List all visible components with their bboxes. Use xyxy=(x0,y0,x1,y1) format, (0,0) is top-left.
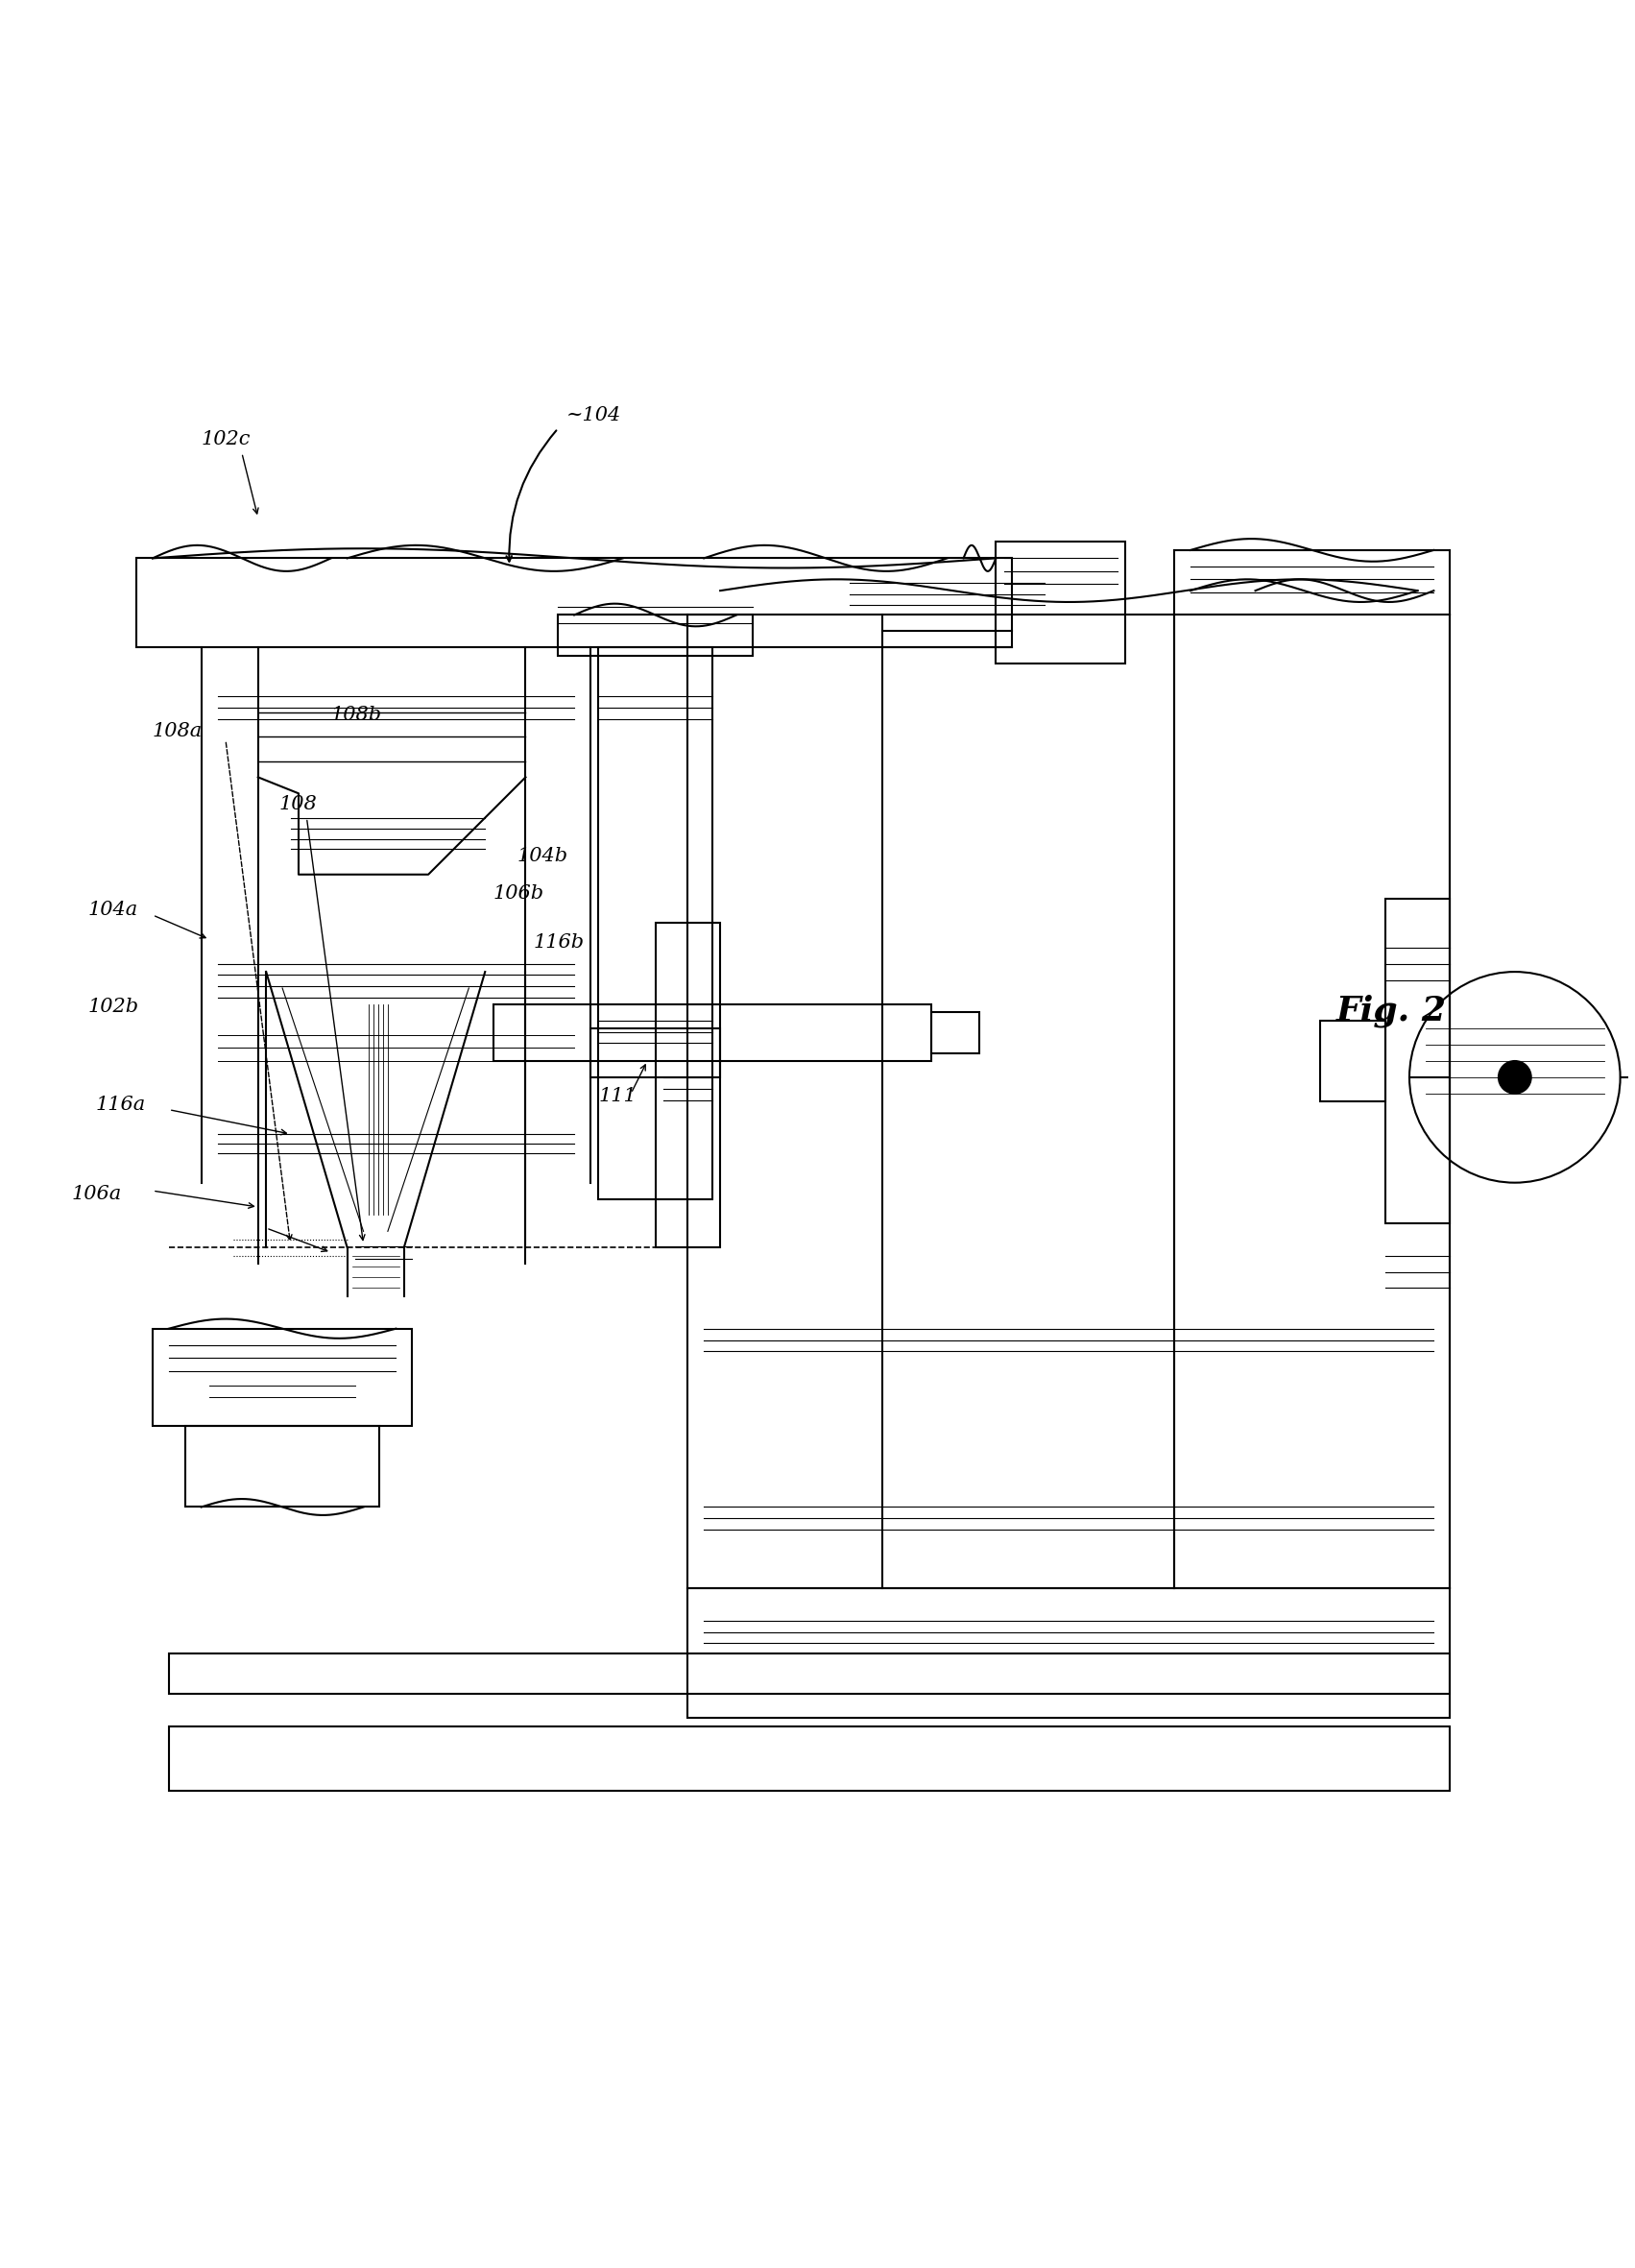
Bar xyxy=(168,1653,1450,1694)
Bar xyxy=(590,1030,719,1077)
Text: 108a: 108a xyxy=(152,721,203,739)
Text: 116a: 116a xyxy=(96,1095,146,1114)
Text: 106b: 106b xyxy=(494,885,544,903)
Bar xyxy=(494,1005,930,1061)
Text: 104a: 104a xyxy=(88,900,137,919)
Bar xyxy=(598,646,713,1200)
Text: 116b: 116b xyxy=(533,932,585,950)
Text: 104b: 104b xyxy=(518,848,569,866)
Text: 102c: 102c xyxy=(201,431,250,449)
Bar xyxy=(136,558,1012,646)
Bar xyxy=(656,923,719,1247)
Text: 108b: 108b xyxy=(330,705,383,723)
Bar xyxy=(1319,1021,1385,1102)
Text: 102b: 102b xyxy=(88,998,139,1016)
Bar xyxy=(930,1012,979,1052)
Text: 111: 111 xyxy=(598,1086,636,1105)
Bar xyxy=(168,1726,1450,1792)
Text: ~104: ~104 xyxy=(566,406,621,424)
Bar xyxy=(558,615,752,655)
Text: 106a: 106a xyxy=(72,1184,121,1202)
Bar xyxy=(1385,898,1450,1222)
Text: Fig. 2: Fig. 2 xyxy=(1336,996,1447,1027)
Text: 108: 108 xyxy=(280,796,317,814)
Circle shape xyxy=(1499,1061,1530,1093)
Bar xyxy=(185,1427,379,1506)
Bar xyxy=(152,1329,412,1427)
Bar xyxy=(688,1588,1450,1717)
Bar xyxy=(996,542,1125,665)
